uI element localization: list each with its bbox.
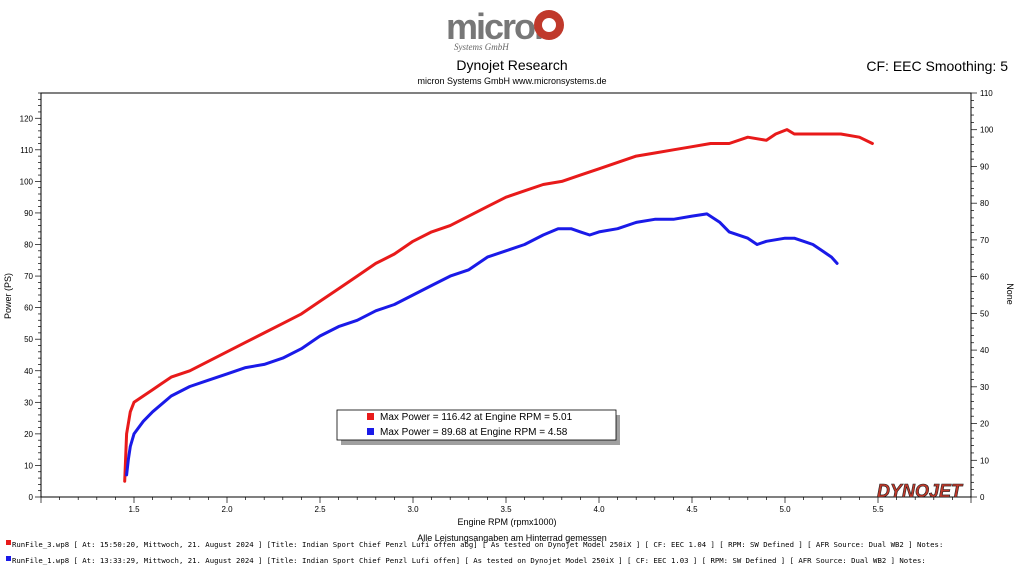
x-tick-label: 4.5 (686, 505, 698, 514)
y-tick-label: 110 (20, 146, 33, 155)
micron-logo: micron Systems GmbH (440, 6, 590, 58)
y2-axis-label: None (1005, 283, 1015, 305)
dynojet-brand-mark: DYNOJET (877, 481, 964, 501)
footer-run1: RunFile_3.wp8 [ At: 15:50:20, Mittwoch, … (6, 540, 943, 549)
x-axis: 1.5 2.0 2.5 3.0 3.5 4.0 4.5 5.0 5.5 (40, 497, 972, 514)
y2-tick-label: 110 (980, 89, 993, 98)
cf-smoothing-label: CF: EEC Smoothing: 5 (866, 58, 1008, 74)
x-tick-label: 3.5 (500, 505, 512, 514)
x-tick-label: 3.0 (407, 505, 419, 514)
x-tick-label: 1.5 (128, 505, 140, 514)
footer-run1-text: RunFile_3.wp8 [ At: 15:50:20, Mittwoch, … (12, 540, 944, 549)
y-tick-label: 100 (20, 177, 34, 186)
y-tick-label: 70 (24, 272, 33, 281)
legend-swatch-run1 (367, 413, 374, 420)
legend-box (336, 409, 617, 441)
y-axis-right: 0 10 20 30 40 50 60 70 80 90 100 110 (971, 89, 994, 502)
y2-tick-label: 10 (980, 456, 989, 465)
y2-tick-label: 50 (980, 309, 989, 318)
y-tick-label: 40 (24, 367, 33, 376)
series-group (123, 128, 874, 483)
series-line-run1 (123, 128, 874, 483)
y2-tick-label: 90 (980, 162, 989, 171)
y-tick-label: 60 (24, 304, 33, 313)
y-tick-label: 90 (24, 209, 33, 218)
x-tick-label: 5.5 (872, 505, 884, 514)
y2-tick-label: 30 (980, 383, 989, 392)
y-tick-label: 0 (29, 493, 34, 502)
y-tick-label: 30 (24, 398, 33, 407)
footer-run2: RunFile_1.wp8 [ At: 13:33:29, Mittwoch, … (6, 556, 926, 565)
x-axis-label: Engine RPM (rpmx1000) (457, 517, 556, 527)
y-tick-label: 120 (20, 114, 34, 123)
footer-note: Alle Leistungsangaben am Hinterrad gemes… (417, 533, 607, 543)
x-tick-label: 2.5 (314, 505, 326, 514)
y-tick-label: 10 (24, 461, 33, 470)
x-tick-label: 5.0 (779, 505, 791, 514)
y2-tick-label: 80 (980, 199, 989, 208)
y2-tick-label: 60 (980, 273, 989, 282)
legend: Max Power = 116.42 at Engine RPM = 5.01 … (336, 409, 620, 445)
y2-tick-label: 100 (980, 126, 994, 135)
y-tick-label: 20 (24, 430, 33, 439)
y-axis-label: Power (PS) (3, 273, 13, 319)
run1-color-marker (6, 540, 11, 545)
chart-title: Dynojet Research (456, 57, 568, 73)
y-axis-left: 0 10 20 30 40 50 60 70 80 90 100 110 120 (20, 92, 41, 502)
logo-subtext: Systems GmbH (454, 42, 509, 52)
legend-entry-run2: Max Power = 89.68 at Engine RPM = 4.58 (380, 427, 568, 438)
series-line-run2 (125, 212, 839, 477)
run2-color-marker (6, 556, 11, 561)
legend-entry-run1: Max Power = 116.42 at Engine RPM = 5.01 (380, 412, 573, 423)
legend-swatch-run2 (367, 428, 374, 435)
y-tick-label: 50 (24, 335, 33, 344)
logo-ring-mark (534, 10, 564, 40)
y2-tick-label: 70 (980, 236, 989, 245)
chart-subtitle: micron Systems GmbH www.micronsystems.de (417, 76, 607, 86)
x-tick-label: 2.0 (221, 505, 233, 514)
footer-run2-text: RunFile_1.wp8 [ At: 13:33:29, Mittwoch, … (12, 556, 926, 565)
y2-tick-label: 40 (980, 346, 989, 355)
y2-tick-label: 0 (980, 493, 985, 502)
y-tick-label: 80 (24, 241, 33, 250)
y2-tick-label: 20 (980, 420, 989, 429)
x-tick-label: 4.0 (593, 505, 605, 514)
